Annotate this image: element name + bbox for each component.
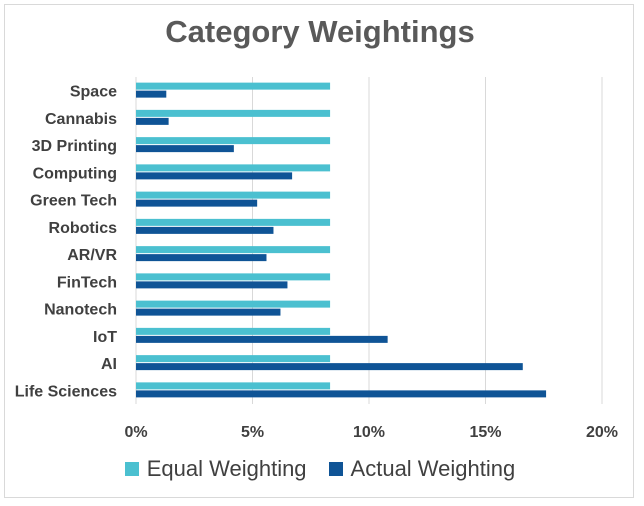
bar-equal-weighting: [136, 82, 331, 90]
bar-equal-weighting: [136, 300, 331, 308]
x-tick-label: 15%: [469, 424, 501, 441]
legend-label-equal: Equal Weighting: [146, 456, 307, 481]
category-label: Cannabis: [45, 111, 117, 128]
category-label: 3D Printing: [32, 138, 117, 155]
bar-equal-weighting: [136, 191, 331, 199]
x-tick-label: 5%: [241, 424, 264, 441]
x-tick-label: 20%: [586, 424, 618, 441]
bar-actual-weighting: [136, 308, 281, 316]
x-tick-label: 0%: [124, 424, 147, 441]
bar-equal-weighting: [136, 273, 331, 281]
bar-equal-weighting: [136, 164, 331, 172]
bar-actual-weighting: [136, 281, 288, 289]
legend-swatch-actual: [328, 462, 343, 476]
x-tick-label: 10%: [353, 424, 385, 441]
legend-item-equal: Equal Weighting: [124, 456, 307, 482]
legend: Equal Weighting Actual Weighting: [0, 456, 640, 482]
legend-swatch-equal: [124, 462, 139, 476]
bar-actual-weighting: [136, 335, 388, 343]
chart-title: Category Weightings: [165, 14, 475, 49]
category-label: AR/VR: [67, 247, 117, 264]
category-label: Robotics: [49, 220, 118, 237]
bar-equal-weighting: [136, 382, 331, 390]
bar-equal-weighting: [136, 137, 331, 145]
bar-actual-weighting: [136, 363, 523, 371]
category-label: IoT: [93, 329, 117, 346]
bar-actual-weighting: [136, 226, 274, 234]
bar-equal-weighting: [136, 218, 331, 226]
bar-equal-weighting: [136, 355, 331, 363]
category-label: Nanotech: [44, 302, 117, 319]
category-label: Green Tech: [30, 193, 117, 210]
bar-equal-weighting: [136, 246, 331, 254]
category-label: AI: [101, 356, 117, 373]
bar-equal-weighting: [136, 327, 331, 335]
bar-equal-weighting: [136, 109, 331, 117]
legend-label-actual: Actual Weighting: [350, 456, 516, 481]
bar-actual-weighting: [136, 90, 167, 98]
bar-actual-weighting: [136, 254, 267, 262]
category-label: Life Sciences: [15, 383, 117, 400]
bar-actual-weighting: [136, 172, 293, 180]
category-label: Space: [70, 84, 117, 101]
bar-actual-weighting: [136, 145, 234, 153]
bar-actual-weighting: [136, 117, 169, 125]
bar-actual-weighting: [136, 199, 258, 207]
bar-actual-weighting: [136, 390, 547, 398]
category-label: FinTech: [57, 274, 117, 291]
legend-item-actual: Actual Weighting: [328, 456, 516, 482]
category-label: Computing: [33, 165, 117, 182]
